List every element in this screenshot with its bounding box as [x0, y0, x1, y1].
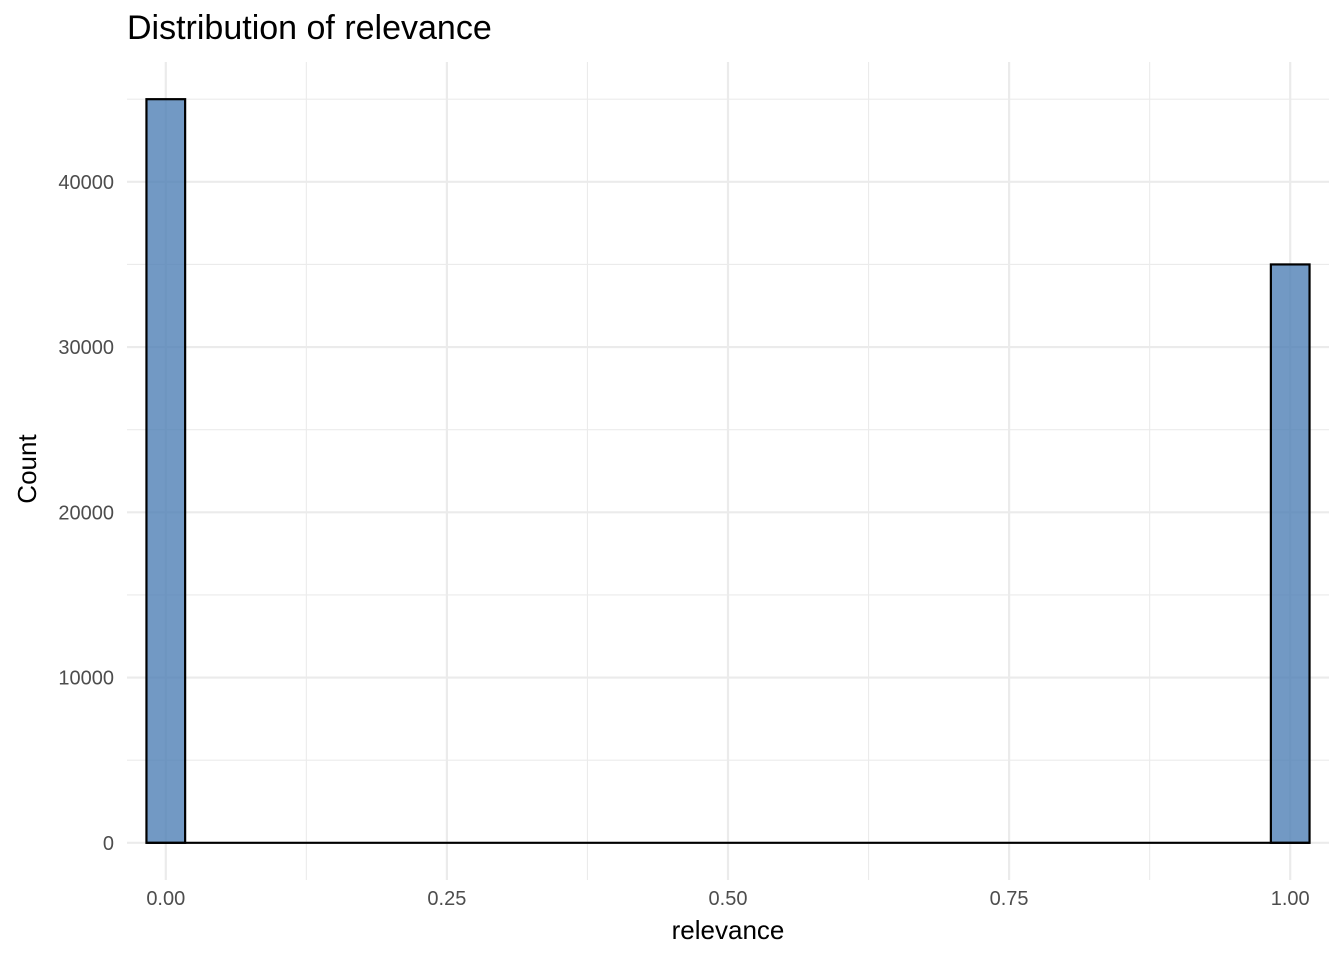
x-tick-label: 0.25 [427, 888, 466, 910]
x-tick-label: 0.75 [990, 888, 1029, 910]
y-axis-tick-labels: 0 10000 20000 30000 40000 [58, 172, 114, 855]
y-tick-label: 20000 [58, 502, 114, 524]
x-axis-title: relevance [672, 915, 785, 945]
chart-title: Distribution of relevance [127, 9, 492, 47]
y-tick-label: 10000 [58, 668, 114, 690]
x-tick-label: 1.00 [1271, 888, 1310, 910]
x-tick-label: 0.00 [146, 888, 185, 910]
histogram-bar-0 [145, 98, 187, 844]
histogram-bars [145, 98, 1311, 844]
y-tick-label: 30000 [58, 337, 114, 359]
x-axis-tick-labels: 0.00 0.25 0.50 0.75 1.00 [146, 888, 1309, 910]
y-tick-label: 0 [103, 833, 114, 855]
histogram-bar-1 [1269, 263, 1311, 844]
x-tick-label: 0.50 [709, 888, 748, 910]
y-axis-title: Count [12, 434, 42, 504]
y-tick-label: 40000 [58, 172, 114, 194]
plot-panel [127, 62, 1329, 880]
major-gridlines [127, 62, 1329, 880]
